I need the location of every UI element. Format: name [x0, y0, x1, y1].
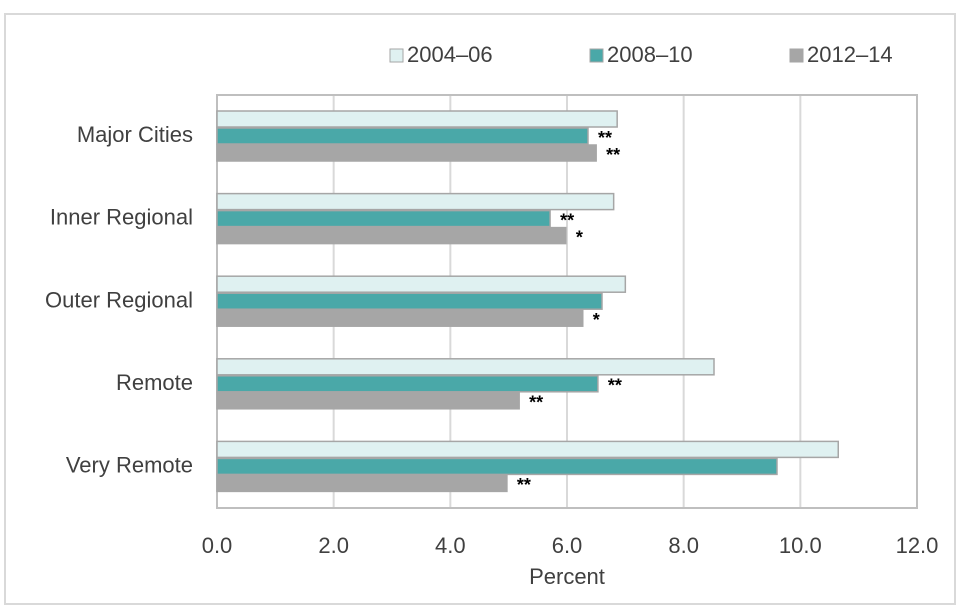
y-tick-label: Remote	[116, 370, 193, 395]
legend-label: 2012–14	[807, 42, 893, 67]
legend-label: 2008–10	[607, 42, 693, 67]
y-tick-label: Inner Regional	[50, 205, 193, 230]
legend-swatch	[389, 48, 404, 63]
bar	[216, 275, 627, 293]
annotation: *	[593, 310, 600, 330]
x-tick-label: 8.0	[668, 533, 699, 558]
bar	[216, 192, 615, 211]
annotation: **	[529, 393, 543, 413]
legend-label: 2004–06	[407, 42, 493, 67]
bar	[216, 110, 618, 128]
annotation: *	[576, 227, 583, 247]
x-tick-label: 2.0	[318, 533, 349, 558]
bar	[216, 474, 508, 493]
x-tick-label: 0.0	[202, 533, 233, 558]
annotation: **	[560, 210, 574, 230]
x-tick-label: 6.0	[552, 533, 583, 558]
annotation: **	[517, 475, 531, 495]
x-tick-label: 4.0	[435, 533, 466, 558]
x-tick-label: 10.0	[779, 533, 822, 558]
annotation: **	[608, 376, 622, 396]
y-tick-label: Outer Regional	[45, 287, 193, 312]
legend-swatch	[789, 48, 804, 63]
legend-swatch	[589, 48, 604, 63]
bar	[216, 457, 778, 476]
y-tick-label: Major Cities	[77, 122, 193, 147]
annotation: **	[606, 145, 620, 165]
bar	[216, 440, 839, 459]
x-tick-label: 12.0	[896, 533, 939, 558]
bar	[216, 226, 567, 245]
y-tick-label: Very Remote	[66, 453, 193, 478]
annotation: **	[598, 128, 612, 148]
bar	[216, 127, 589, 145]
bar	[216, 292, 603, 310]
bar	[216, 144, 597, 162]
bar	[216, 309, 584, 327]
x-axis-label: Percent	[529, 564, 605, 589]
bar	[216, 209, 551, 228]
bar	[216, 392, 520, 410]
bar	[216, 375, 599, 393]
bar	[216, 358, 715, 376]
